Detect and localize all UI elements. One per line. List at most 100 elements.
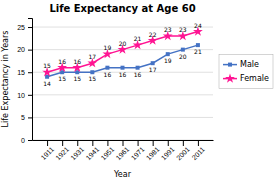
x-tick: 1941 — [84, 140, 100, 162]
x-tick: 1951 — [100, 140, 116, 162]
legend-frame — [219, 55, 273, 89]
x-tick-label: 1951 — [100, 146, 116, 162]
y-tick-label: 5 — [21, 114, 25, 121]
y-tick-label: 0 — [21, 137, 25, 144]
x-axis: 1911192119311941195119611971198119912001… — [33, 140, 214, 162]
x-tick-label: 1911 — [40, 146, 56, 162]
y-tick: 25 — [17, 24, 32, 31]
x-tick-label: 1941 — [84, 146, 100, 162]
data-label: 15 — [89, 75, 97, 82]
data-label: 19 — [104, 44, 112, 51]
y-axis-line — [28, 19, 33, 141]
x-tick-label: 1991 — [160, 146, 176, 162]
y-tick: 10 — [17, 92, 32, 99]
data-label: 22 — [149, 31, 157, 38]
x-tick-label: 1971 — [130, 146, 146, 162]
x-tick-label: 1921 — [54, 146, 70, 162]
legend-label: Male — [240, 60, 259, 69]
x-tick: 1991 — [160, 140, 176, 162]
x-tick-mark — [198, 140, 199, 146]
x-tick: 1981 — [145, 140, 161, 162]
y-tick-mark — [28, 50, 32, 51]
data-label: 16 — [104, 71, 112, 78]
legend-marker — [228, 63, 232, 67]
x-tick-mark — [47, 140, 48, 146]
x-tick-mark — [138, 140, 139, 146]
legend-marker — [225, 73, 235, 82]
data-label: 15 — [58, 75, 66, 82]
series-marker — [181, 48, 185, 52]
data-label: 23 — [179, 26, 187, 33]
series-marker — [45, 75, 49, 79]
legend-item: Male — [223, 60, 259, 69]
series-marker — [90, 70, 94, 74]
x-tick: 1961 — [115, 140, 131, 162]
data-label: 17 — [89, 53, 97, 60]
series-marker — [121, 66, 125, 70]
data-label: 24 — [194, 22, 202, 29]
data-label: 15 — [73, 75, 81, 82]
y-axis: 0 5 10 15 20 25 — [17, 19, 32, 144]
data-label: 20 — [179, 53, 187, 60]
x-tick-mark — [92, 140, 93, 146]
x-tick-label: 1931 — [69, 146, 85, 162]
data-label: 16 — [73, 58, 81, 65]
y-axis-title: Life Expectancy in Years — [1, 31, 10, 128]
data-label: 17 — [149, 66, 157, 73]
x-tick-label: 2011 — [190, 146, 206, 162]
y-tick-label: 20 — [17, 46, 25, 53]
x-tick-mark — [62, 140, 63, 146]
x-tick-label: 2001 — [175, 146, 191, 162]
y-tick-mark — [28, 95, 32, 96]
legend-label: Female — [240, 74, 269, 83]
data-labels: 1415151516161617192021151616171920212223… — [43, 22, 202, 87]
chart: 1911192119311941195119611971198119912001… — [0, 0, 279, 180]
y-tick: 5 — [21, 114, 32, 121]
legend: Male Female — [219, 55, 273, 89]
legend-item: Female — [223, 73, 269, 83]
data-label: 21 — [194, 48, 202, 55]
x-tick: 2001 — [175, 140, 191, 162]
grid — [32, 27, 213, 140]
data-label: 16 — [134, 71, 142, 78]
data-label: 15 — [43, 62, 51, 69]
x-tick-mark — [107, 140, 108, 146]
series-marker — [75, 70, 79, 74]
data-label: 21 — [134, 35, 142, 42]
series-marker — [166, 52, 170, 56]
series-line — [47, 45, 198, 77]
series-marker — [60, 70, 64, 74]
data-label: 19 — [164, 57, 172, 64]
series-marker — [151, 61, 155, 65]
y-tick: 15 — [17, 69, 32, 76]
x-tick-mark — [153, 140, 154, 146]
x-tick-mark — [183, 140, 184, 146]
x-tick: 2011 — [190, 140, 206, 161]
data-label: 16 — [119, 71, 127, 78]
series-marker — [196, 43, 200, 47]
series-marker — [136, 66, 140, 70]
x-tick-mark — [77, 140, 78, 146]
grid-line — [32, 94, 213, 95]
x-tick-label: 1981 — [145, 146, 161, 162]
chart-title: Life Expectancy at Age 60 — [49, 3, 195, 14]
series-marker — [105, 66, 109, 70]
y-tick: 0 — [21, 137, 32, 144]
y-tick-label: 10 — [17, 92, 25, 99]
x-tick: 1931 — [69, 140, 85, 162]
y-tick-mark — [28, 117, 32, 118]
x-tick: 1911 — [40, 140, 56, 161]
y-tick-label: 15 — [17, 69, 25, 76]
y-tick-mark — [28, 140, 32, 141]
y-tick-label: 25 — [17, 24, 25, 31]
x-tick: 1971 — [130, 140, 146, 162]
y-tick-mark — [28, 72, 32, 73]
y-tick-mark — [28, 27, 32, 28]
data-label: 23 — [164, 26, 172, 33]
data-label: 20 — [119, 40, 127, 47]
x-tick-mark — [123, 140, 124, 146]
data-label: 14 — [43, 80, 51, 87]
x-tick-label: 1961 — [115, 146, 131, 162]
x-axis-title: Year — [113, 170, 132, 179]
grid-line — [32, 117, 213, 118]
